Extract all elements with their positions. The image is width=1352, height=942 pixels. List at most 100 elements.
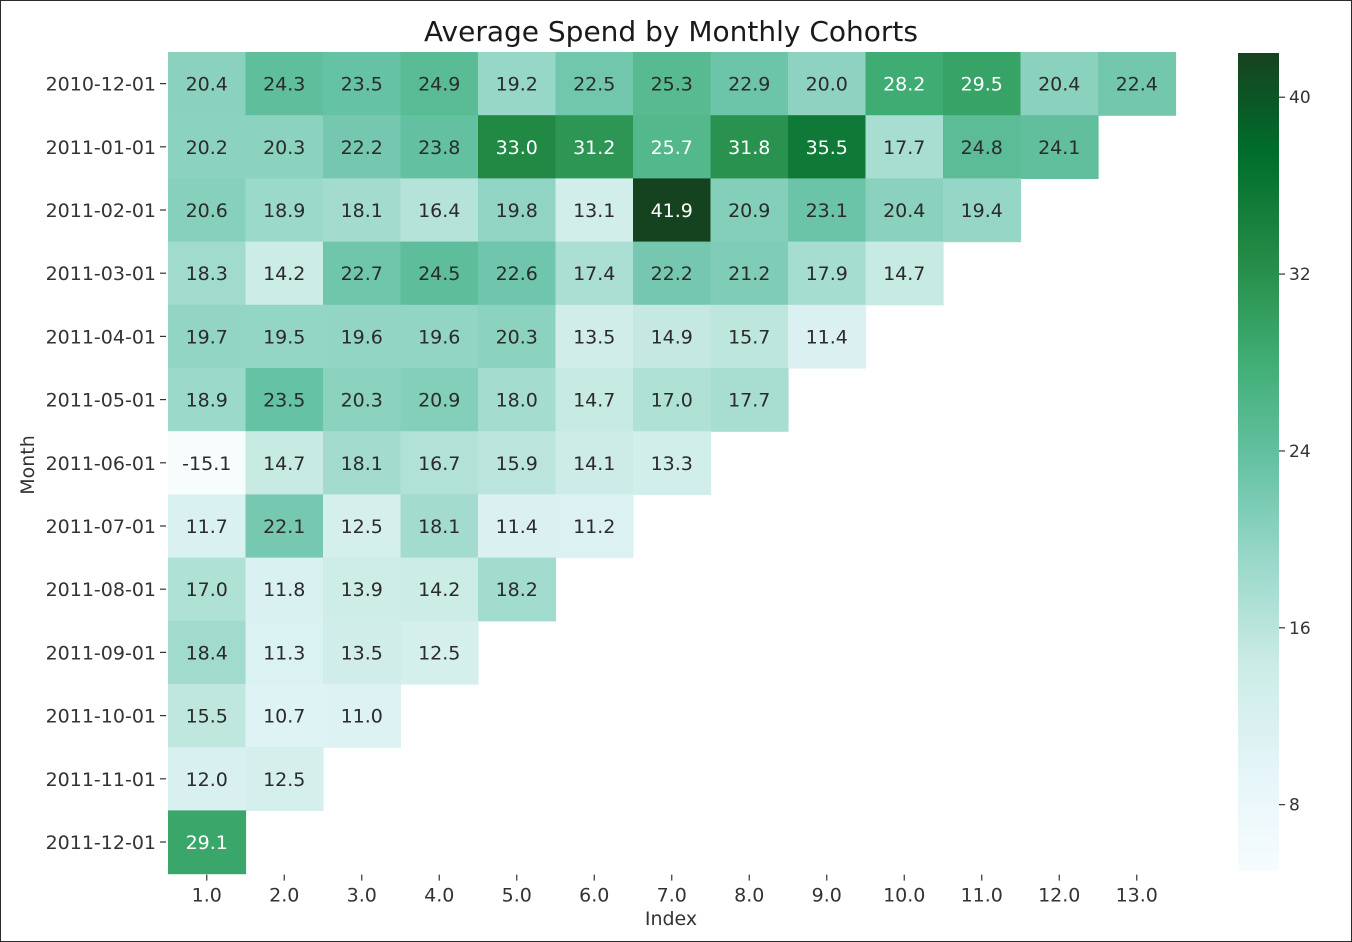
y-axis-ticks: 2010-12-01 2011-01-01 2011-02-01 2011-03-01… xyxy=(46,74,166,854)
cell-value-label: 23.5 xyxy=(341,74,383,96)
heatmap-cell xyxy=(168,620,247,685)
y-tick-label: 2011-01-01 xyxy=(46,137,156,159)
heatmap-cell xyxy=(865,115,944,179)
cell-value-label: 18.1 xyxy=(418,516,460,538)
cell-value-label: 12.5 xyxy=(341,516,383,538)
colorbar-tick-label: 16 xyxy=(1289,619,1311,639)
heatmap-cell xyxy=(400,115,479,179)
heatmap-cell xyxy=(168,115,247,179)
x-tick-label: 3.0 xyxy=(347,885,377,907)
cell-value-label: 31.2 xyxy=(573,137,615,159)
heatmap-cell xyxy=(633,368,712,432)
cell-value-label: 23.5 xyxy=(263,390,305,412)
cell-value-label: 19.8 xyxy=(496,200,538,222)
heatmap-cell xyxy=(1020,115,1099,179)
cell-value-label: 31.8 xyxy=(728,137,770,159)
cell-value-label: 28.2 xyxy=(883,74,925,96)
heatmap-cell xyxy=(1020,52,1099,116)
heatmap-cell xyxy=(478,52,557,116)
heatmap-cell xyxy=(400,52,479,116)
heatmap-cell xyxy=(245,557,324,622)
heatmap-cell xyxy=(710,304,789,369)
cell-value-label: 22.2 xyxy=(341,137,383,159)
cell-value-label: 20.4 xyxy=(186,74,228,96)
heatmap-cell xyxy=(710,115,789,179)
cell-value-label: 18.1 xyxy=(341,200,383,222)
heatmap-cell xyxy=(710,241,789,306)
heatmap-cell xyxy=(168,178,247,243)
heatmap-cell xyxy=(555,115,634,179)
heatmap-cell xyxy=(400,431,479,495)
y-tick-label: 2011-12-01 xyxy=(46,832,156,854)
x-axis-label: Index xyxy=(645,908,697,930)
x-tick-label: 1.0 xyxy=(192,885,222,907)
cell-value-label: 11.0 xyxy=(341,706,383,728)
cell-value-label: 15.5 xyxy=(186,706,228,728)
heatmap-cell xyxy=(478,557,557,622)
heatmap-cell xyxy=(400,557,479,622)
heatmap-cell xyxy=(633,115,712,179)
chart-title: Average Spend by Monthly Cohorts xyxy=(424,15,918,48)
heatmap-cell xyxy=(478,368,557,432)
cell-value-label: 14.7 xyxy=(573,390,615,412)
cell-value-label: 12.0 xyxy=(186,769,228,791)
heatmap-cell xyxy=(168,241,247,306)
heatmap-cell xyxy=(400,304,479,369)
x-tick-label: 9.0 xyxy=(812,885,842,907)
colorbar-gradient xyxy=(1238,53,1279,871)
cell-value-label: 13.5 xyxy=(341,642,383,664)
heatmap-cell xyxy=(788,304,867,369)
heatmap-cell xyxy=(865,241,944,306)
cell-value-label: 20.4 xyxy=(883,200,925,222)
x-tick-label: 8.0 xyxy=(734,885,764,907)
cell-value-label: 24.8 xyxy=(961,137,1003,159)
cell-value-label: 24.3 xyxy=(263,74,305,96)
cell-value-label: 18.0 xyxy=(496,390,538,412)
heatmap-cell xyxy=(633,304,712,369)
heatmap-cell xyxy=(400,241,479,306)
cell-value-label: 19.2 xyxy=(496,74,538,96)
heatmap-cell xyxy=(943,115,1022,179)
heatmap-cell xyxy=(555,368,634,432)
y-tick-label: 2011-09-01 xyxy=(46,642,156,664)
cell-value-label: 16.4 xyxy=(418,200,460,222)
y-tick-label: 2011-03-01 xyxy=(46,263,156,285)
heatmap-cell xyxy=(478,115,557,179)
heatmap-cell xyxy=(555,178,634,243)
heatmap-cell xyxy=(168,494,247,559)
heatmap-cell xyxy=(245,178,324,243)
heatmap-cell xyxy=(245,304,324,369)
heatmap-cell xyxy=(788,52,867,116)
heatmap-cell xyxy=(323,368,402,432)
cell-value-label: 22.7 xyxy=(341,263,383,285)
x-tick-label: 2.0 xyxy=(269,885,299,907)
heatmap-cell xyxy=(478,431,557,495)
heatmap-cell xyxy=(168,431,247,495)
x-tick-label: 11.0 xyxy=(961,885,1003,907)
cell-value-label: 14.1 xyxy=(573,453,615,475)
heatmap-cell xyxy=(168,52,247,116)
y-axis-label: Month xyxy=(17,435,39,495)
cell-value-label: 29.1 xyxy=(186,832,228,854)
heatmap-cell xyxy=(788,178,867,243)
heatmap-cell xyxy=(400,620,479,685)
heatmap-cell xyxy=(943,178,1022,243)
cell-value-label: 20.9 xyxy=(728,200,770,222)
heatmap-cell xyxy=(788,241,867,306)
heatmap-cell xyxy=(865,178,944,243)
colorbar: 8 16 24 32 40 xyxy=(1238,53,1311,871)
heatmap-cell xyxy=(168,747,247,811)
heatmap-cell xyxy=(323,431,402,495)
cell-value-label: 33.0 xyxy=(496,137,538,159)
cell-value-label: 23.8 xyxy=(418,137,460,159)
y-tick-label: 2011-05-01 xyxy=(46,390,156,412)
x-tick-label: 12.0 xyxy=(1038,885,1080,907)
heatmap-cell xyxy=(478,494,557,559)
cell-value-label: 22.9 xyxy=(728,74,770,96)
y-tick-label: 2011-02-01 xyxy=(46,200,156,222)
cell-value-label: 22.2 xyxy=(651,263,693,285)
heatmap-cell xyxy=(323,557,402,622)
y-tick-label: 2011-06-01 xyxy=(46,453,156,475)
cell-value-label: 24.1 xyxy=(1038,137,1080,159)
